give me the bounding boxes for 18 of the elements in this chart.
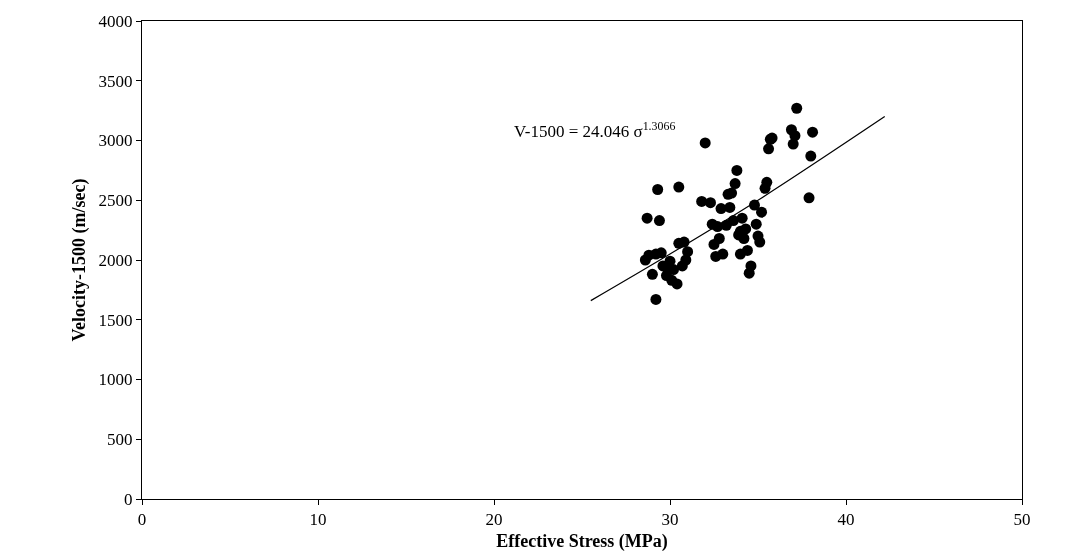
x-tick-label: 30 — [661, 510, 679, 530]
x-tick-label: 0 — [137, 510, 147, 530]
y-axis-title: Velocity-1500 (m/sec) — [68, 178, 90, 342]
x-tick-label: 50 — [1013, 510, 1031, 530]
annotation: V-1500 = 24.046 σ$^{1.3066}$ — [514, 119, 676, 142]
y-tick-label: 4000 — [98, 11, 133, 31]
y-tick-label: 500 — [107, 430, 133, 450]
y-tick-label: 0 — [124, 489, 133, 509]
y-tick-label: 3000 — [98, 131, 133, 151]
x-tick-label: 40 — [837, 510, 855, 530]
y-tick-label: 2500 — [98, 191, 133, 211]
y-tick-label: 3500 — [98, 71, 133, 91]
y-tick-label: 2000 — [98, 250, 133, 270]
y-tick-label: 1000 — [98, 370, 133, 390]
y-tick-label: 1500 — [98, 310, 133, 330]
x-axis-title: Effective Stress (MPa) — [496, 530, 668, 552]
x-tick-label: 20 — [485, 510, 503, 530]
x-tick-label: 10 — [309, 510, 327, 530]
